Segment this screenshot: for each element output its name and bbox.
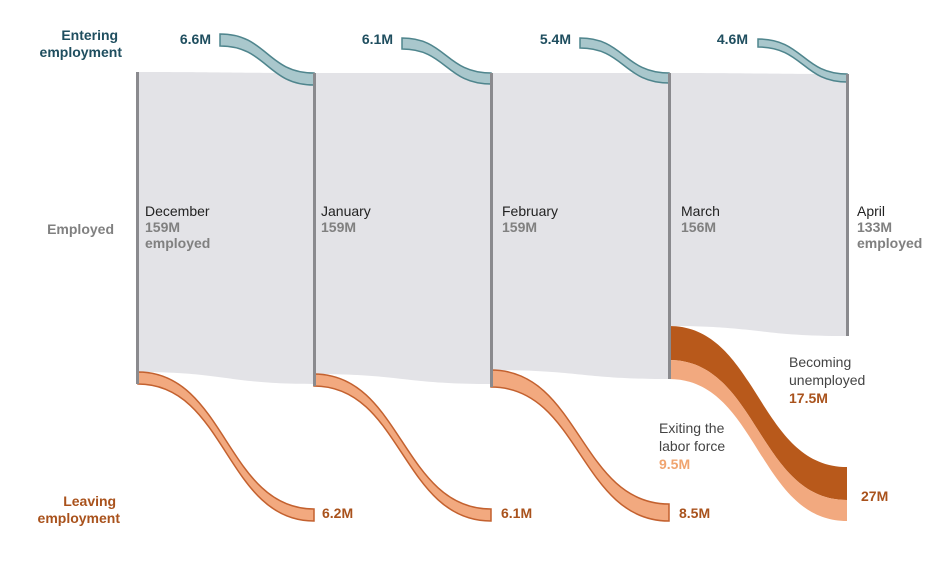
month-label-april: April 133M employed bbox=[857, 203, 922, 251]
leaving-flow-3 bbox=[490, 369, 670, 522]
leaving-value-3: 8.5M bbox=[679, 505, 710, 521]
month-label-march: March 156M bbox=[681, 203, 724, 235]
entering-value-1: 6.6M bbox=[180, 31, 211, 47]
entering-value-2: 6.1M bbox=[362, 31, 393, 47]
month-bar-april bbox=[846, 74, 849, 336]
entering-row-label: Entering employment bbox=[40, 27, 123, 60]
leaving-row-label: Leaving employment bbox=[38, 493, 121, 526]
exiting-annotation: Exiting the labor force 9.5M bbox=[659, 420, 729, 472]
employed-band-dec-jan bbox=[138, 72, 314, 384]
entering-values: 6.6M 6.1M 5.4M 4.6M bbox=[180, 31, 748, 47]
employed-band-mar-apr bbox=[669, 73, 847, 336]
unemployed-annotation: Becoming unemployed 17.5M bbox=[789, 354, 869, 406]
entering-value-4: 4.6M bbox=[717, 31, 748, 47]
employed-band-jan-feb bbox=[314, 73, 491, 384]
month-bars bbox=[136, 72, 849, 387]
month-bar-january bbox=[313, 73, 316, 386]
month-label-january: January 159M bbox=[321, 203, 375, 235]
exiting-labor-force-flow bbox=[669, 360, 847, 521]
becoming-unemployed-flow bbox=[669, 326, 847, 500]
leaving-values: 6.2M 6.1M 8.5M 27M bbox=[322, 488, 888, 521]
month-labels: December 159M employed January 159M Febr… bbox=[145, 203, 922, 251]
month-bar-december bbox=[136, 72, 139, 384]
employed-bands bbox=[138, 72, 847, 384]
leaving-flows bbox=[137, 326, 847, 522]
employed-row-label: Employed bbox=[47, 221, 114, 237]
entering-value-3: 5.4M bbox=[540, 31, 571, 47]
month-label-february: February 159M bbox=[502, 203, 562, 235]
leaving-value-1: 6.2M bbox=[322, 505, 353, 521]
employed-band-feb-mar bbox=[491, 73, 669, 379]
leaving-value-2: 6.1M bbox=[501, 505, 532, 521]
month-label-december: December 159M employed bbox=[145, 203, 213, 251]
leaving-flow-1 bbox=[137, 371, 315, 522]
month-bar-february bbox=[490, 73, 493, 387]
month-bar-march bbox=[668, 73, 671, 379]
leaving-value-4: 27M bbox=[861, 488, 888, 504]
leaving-flow-2 bbox=[313, 373, 492, 522]
